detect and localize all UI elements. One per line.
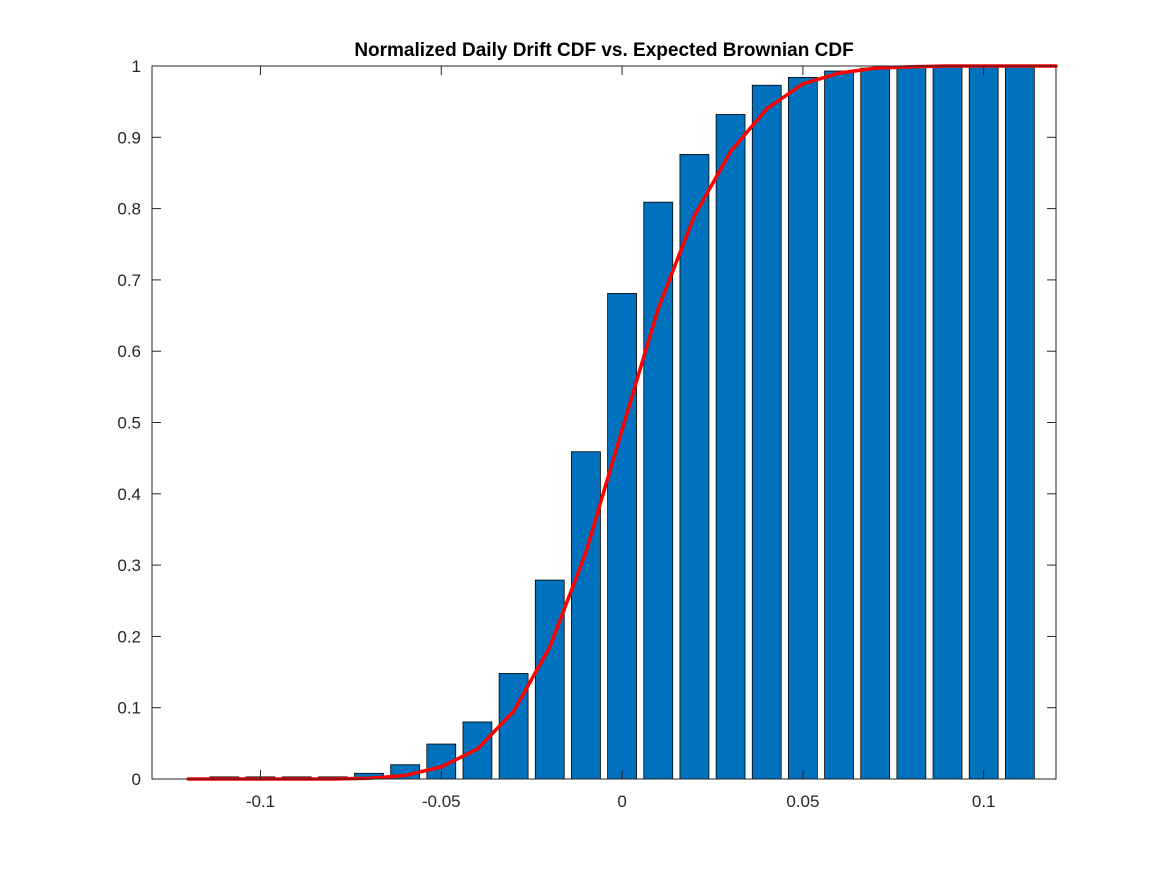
y-tick-label: 0.2 bbox=[117, 627, 141, 646]
bar bbox=[824, 70, 854, 780]
y-tick-label: 1 bbox=[132, 57, 141, 76]
y-tick-label: 0 bbox=[132, 770, 141, 789]
x-tick-label: 0 bbox=[617, 792, 626, 811]
bar bbox=[498, 673, 529, 780]
y-tick-label: 0.1 bbox=[117, 699, 141, 718]
bar bbox=[571, 451, 601, 780]
bar bbox=[788, 77, 818, 780]
bar bbox=[896, 65, 927, 780]
bar bbox=[751, 84, 782, 780]
y-tick-label: 0.3 bbox=[117, 556, 141, 575]
x-tick-label: 0.05 bbox=[786, 792, 819, 811]
bar bbox=[679, 154, 710, 780]
bar bbox=[607, 293, 637, 780]
x-tick-label: -0.1 bbox=[246, 792, 275, 811]
y-tick-label: 0.4 bbox=[117, 485, 141, 504]
chart-title: Normalized Daily Drift CDF vs. Expected … bbox=[354, 40, 853, 61]
bar bbox=[643, 201, 674, 780]
bar bbox=[968, 65, 999, 780]
bar bbox=[534, 579, 565, 780]
x-tick-label: -0.05 bbox=[422, 792, 461, 811]
x-tick-label: 0.1 bbox=[972, 792, 996, 811]
x-axis: -0.1 -0.05 0 0.05 0.1 bbox=[246, 66, 996, 811]
y-tick-label: 0.5 bbox=[117, 414, 141, 433]
bar bbox=[1004, 65, 1035, 780]
y-axis: 0 0.1 0.2 0.3 0.4 0.5 0.6 0.7 0.8 0.9 1 bbox=[117, 57, 1056, 789]
bar bbox=[932, 65, 963, 780]
bars-group bbox=[209, 65, 1035, 780]
y-tick-label: 0.8 bbox=[117, 200, 141, 219]
bar bbox=[715, 114, 746, 780]
y-tick-label: 0.7 bbox=[117, 271, 141, 290]
y-tick-label: 0.9 bbox=[117, 128, 141, 147]
y-tick-label: 0.6 bbox=[117, 342, 141, 361]
bar bbox=[860, 67, 891, 780]
